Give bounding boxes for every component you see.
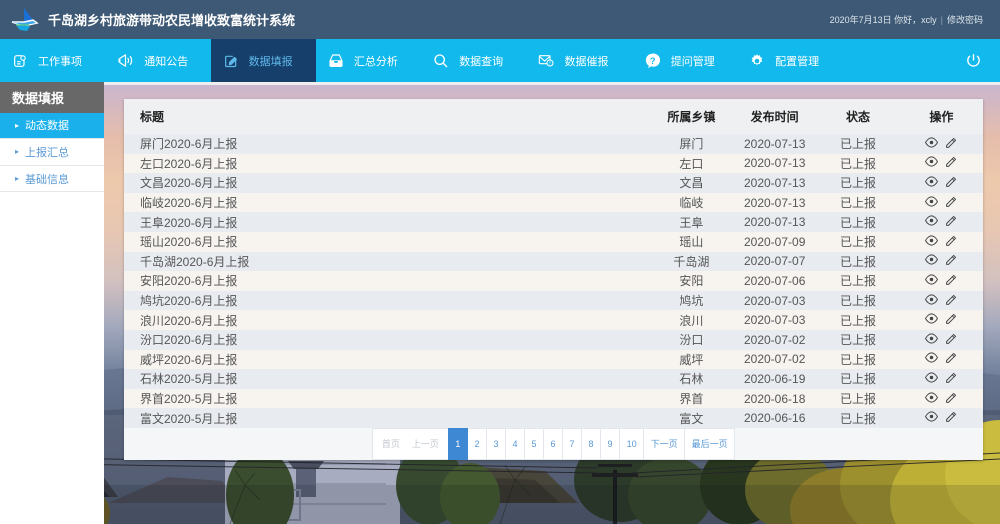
svg-text:?: ? [650, 56, 656, 66]
